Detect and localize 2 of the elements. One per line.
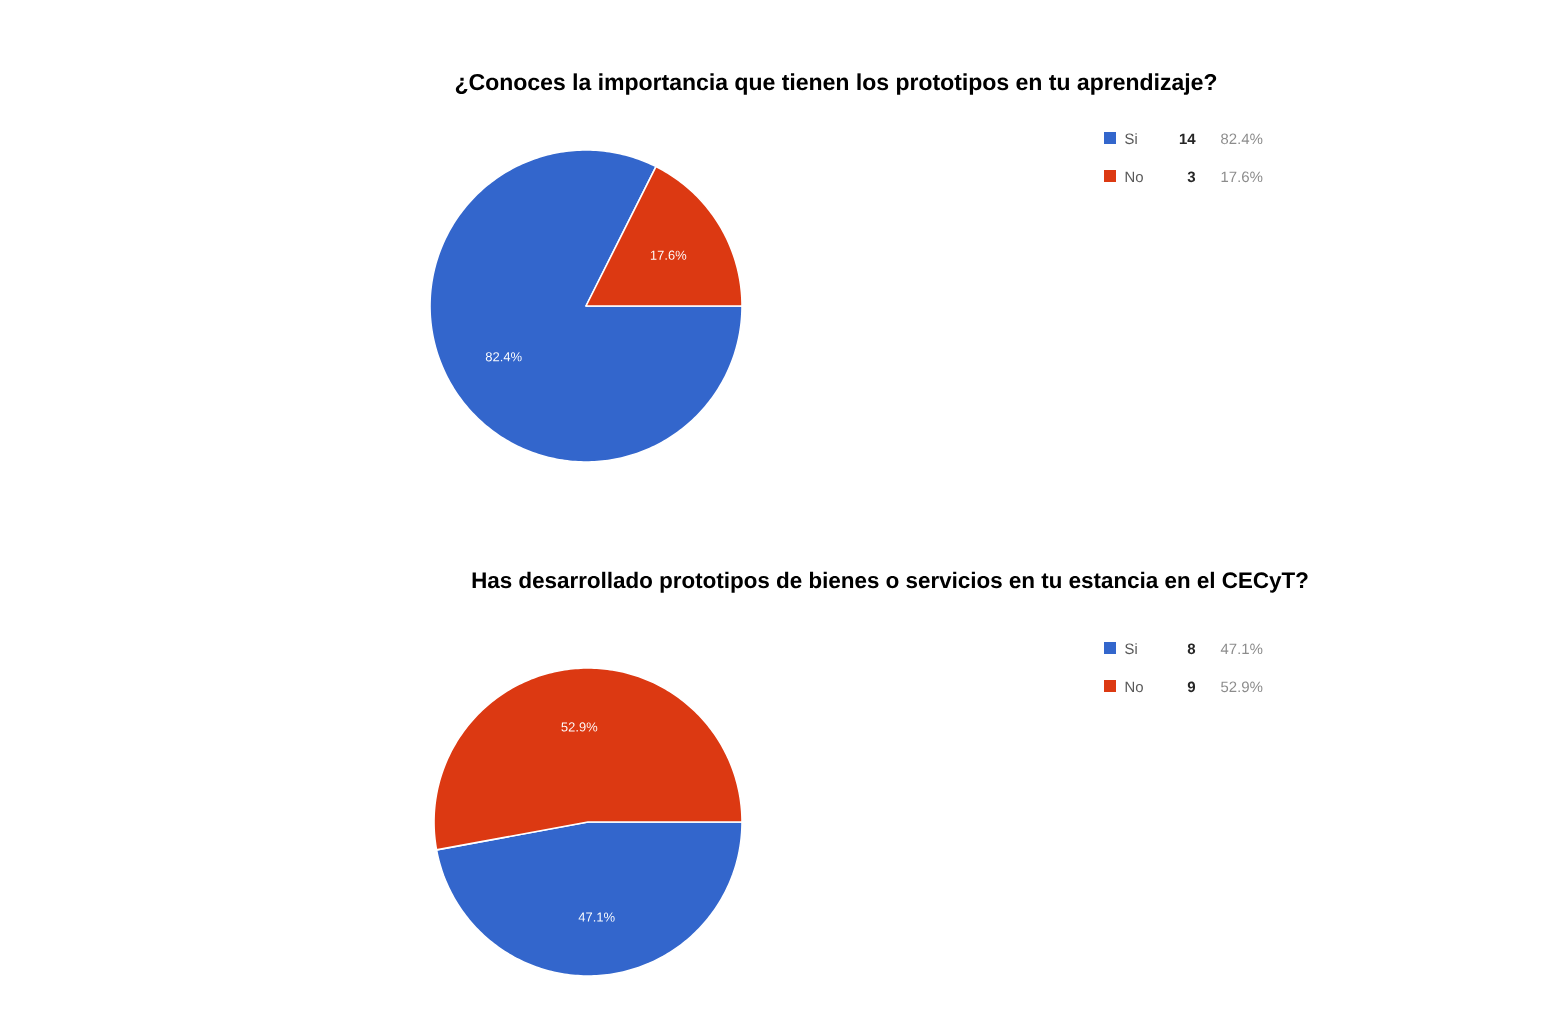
chart-title: ¿Conoces la importancia que tienen los prototipos en tu aprendizaje? <box>455 73 1217 95</box>
chart-title: Has desarrollado prototipos de bienes o servicios en tu estancia en el CECyT? <box>472 571 1308 593</box>
